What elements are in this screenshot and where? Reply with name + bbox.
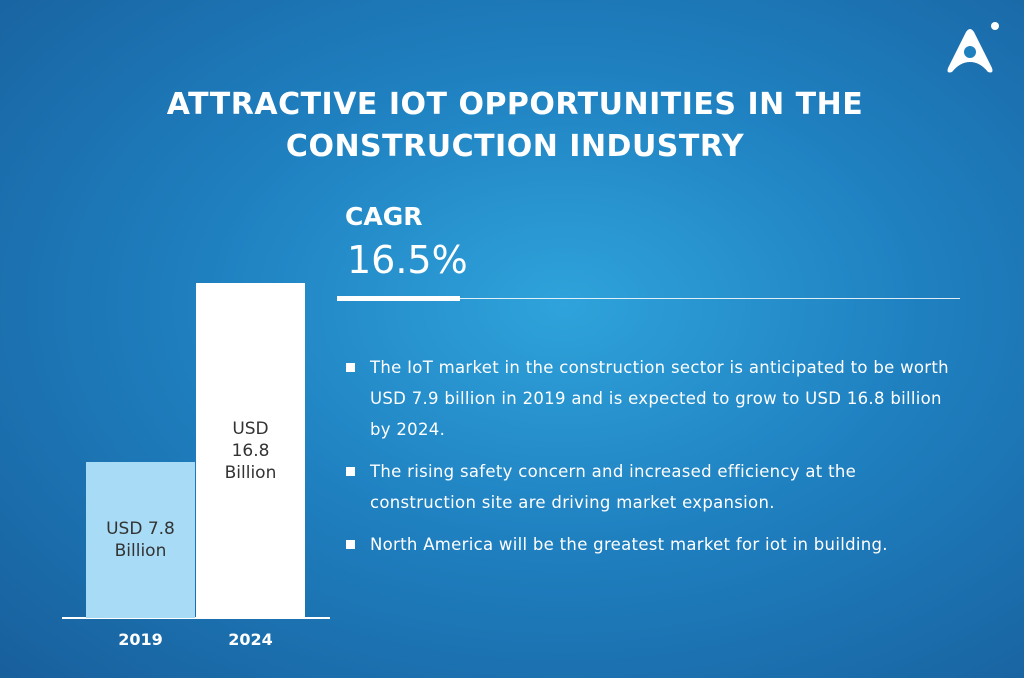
value-label: USD 7.8 Billion (106, 519, 175, 562)
divider (337, 298, 960, 299)
bar: USD 16.8 Billion (196, 283, 305, 618)
bar: USD 7.8 Billion (86, 462, 195, 618)
baseline (62, 617, 330, 619)
divider-accent (337, 296, 460, 301)
logo (947, 22, 999, 73)
bullet: The IoT market in the construction secto… (346, 352, 956, 445)
x-tick-label: 2019 (118, 630, 163, 649)
cagr-label: CAGR (345, 202, 423, 231)
title: ATTRACTIVE IOT OPPORTUNITIES IN THE CONS… (166, 87, 864, 164)
bullet: The rising safety concern and increased … (346, 456, 956, 518)
x-tick-label: 2024 (228, 630, 273, 649)
value-label: USD 16.8 Billion (224, 418, 277, 483)
cagr-value: 16.5% (347, 238, 468, 282)
bullet-list: The IoT market in the construction secto… (346, 352, 956, 571)
bullet: North America will be the greatest marke… (346, 529, 956, 560)
